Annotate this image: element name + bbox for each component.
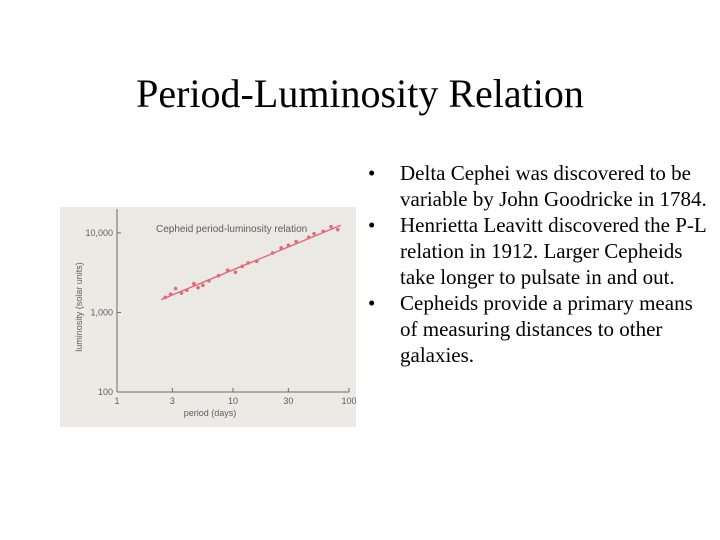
bullet-item: • Cepheids provide a primary means of me… <box>366 290 711 368</box>
slide-title: Period-Luminosity Relation <box>136 71 584 116</box>
x-tick-label: 30 <box>283 396 293 406</box>
fit-line <box>160 224 342 301</box>
bullet-icon: • <box>368 291 376 315</box>
bullet-item: • Delta Cephei was discovered to be vari… <box>366 160 711 212</box>
data-point <box>192 281 196 286</box>
data-point <box>286 243 291 248</box>
data-point <box>216 273 221 278</box>
data-point <box>225 268 230 273</box>
data-point <box>270 251 275 255</box>
y-axis-label: luminosity (solar units) <box>74 262 84 352</box>
x-tick-label: 100 <box>341 396 356 406</box>
data-point <box>254 259 259 264</box>
data-point <box>321 229 326 234</box>
data-point <box>246 261 250 265</box>
data-point <box>335 227 340 232</box>
bullet-icon: • <box>368 161 376 185</box>
data-point <box>240 264 244 269</box>
data-point <box>207 279 211 283</box>
data-point <box>196 285 200 290</box>
x-tick-label: 10 <box>228 396 238 406</box>
data-point <box>201 283 205 288</box>
data-point <box>163 295 167 300</box>
bullet-list: • Delta Cephei was discovered to be vari… <box>366 160 711 368</box>
data-points-group <box>163 224 340 300</box>
x-tick-label: 3 <box>170 396 175 406</box>
data-point <box>306 235 311 240</box>
data-point <box>233 270 238 275</box>
data-point <box>168 292 173 296</box>
data-point <box>179 291 184 295</box>
y-tick-label: 1,000 <box>90 307 113 317</box>
data-point <box>279 246 283 250</box>
period-luminosity-chart: Cepheid period-luminosity relation 1 3 10 3… <box>74 209 356 418</box>
data-point <box>185 288 189 293</box>
bullet-item: • Henrietta Leavitt discovered the P-L r… <box>366 212 711 290</box>
chart-title: Cepheid period-luminosity relation <box>156 224 307 235</box>
chart-figure: Cepheid period-luminosity relation 1 3 10 3… <box>60 207 356 427</box>
data-point <box>173 286 178 291</box>
bullet-text: Henrietta Leavitt discovered the P-L rel… <box>400 213 706 289</box>
bullet-text: Cepheids provide a primary means of meas… <box>400 291 693 367</box>
data-point <box>312 231 316 236</box>
bullet-text: Delta Cephei was discovered to be variab… <box>400 161 707 211</box>
data-point <box>294 239 298 244</box>
x-tick-label: 1 <box>114 396 119 406</box>
x-axis-label: period (days) <box>184 408 237 418</box>
y-tick-label: 10,000 <box>85 228 113 238</box>
data-point <box>329 224 333 229</box>
fit-line-group <box>160 224 342 301</box>
plot-area <box>117 209 349 392</box>
bullet-icon: • <box>368 213 376 237</box>
chart-ticks: 1 3 10 30 100 100 1,000 10,000 <box>85 228 356 406</box>
y-tick-label: 100 <box>98 387 113 397</box>
